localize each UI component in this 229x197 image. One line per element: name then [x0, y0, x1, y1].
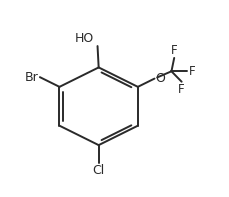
Text: F: F — [178, 83, 185, 96]
Text: Br: Br — [25, 71, 39, 84]
Text: Cl: Cl — [93, 164, 105, 177]
Text: O: O — [156, 72, 166, 85]
Text: F: F — [188, 65, 195, 78]
Text: F: F — [171, 44, 177, 57]
Text: HO: HO — [75, 32, 94, 45]
